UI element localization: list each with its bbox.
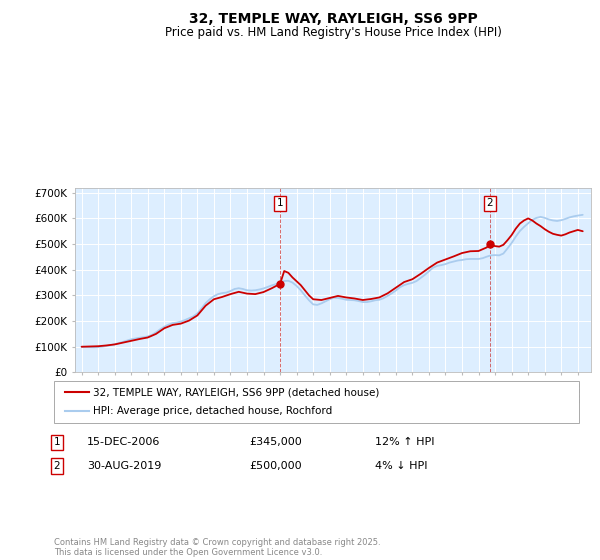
Text: 12% ↑ HPI: 12% ↑ HPI [375,437,434,447]
Text: 32, TEMPLE WAY, RAYLEIGH, SS6 9PP (detached house): 32, TEMPLE WAY, RAYLEIGH, SS6 9PP (detac… [93,387,379,397]
Text: 1: 1 [277,198,283,208]
Text: £345,000: £345,000 [249,437,302,447]
Text: £500,000: £500,000 [249,461,302,471]
Text: 2: 2 [53,461,61,471]
Text: 15-DEC-2006: 15-DEC-2006 [87,437,160,447]
Text: 4% ↓ HPI: 4% ↓ HPI [375,461,427,471]
Text: 2: 2 [487,198,493,208]
Text: Price paid vs. HM Land Registry's House Price Index (HPI): Price paid vs. HM Land Registry's House … [164,26,502,39]
Text: HPI: Average price, detached house, Rochford: HPI: Average price, detached house, Roch… [93,407,332,417]
Text: 1: 1 [53,437,61,447]
Text: Contains HM Land Registry data © Crown copyright and database right 2025.
This d: Contains HM Land Registry data © Crown c… [54,538,380,557]
Text: 30-AUG-2019: 30-AUG-2019 [87,461,161,471]
Text: 32, TEMPLE WAY, RAYLEIGH, SS6 9PP: 32, TEMPLE WAY, RAYLEIGH, SS6 9PP [188,12,478,26]
